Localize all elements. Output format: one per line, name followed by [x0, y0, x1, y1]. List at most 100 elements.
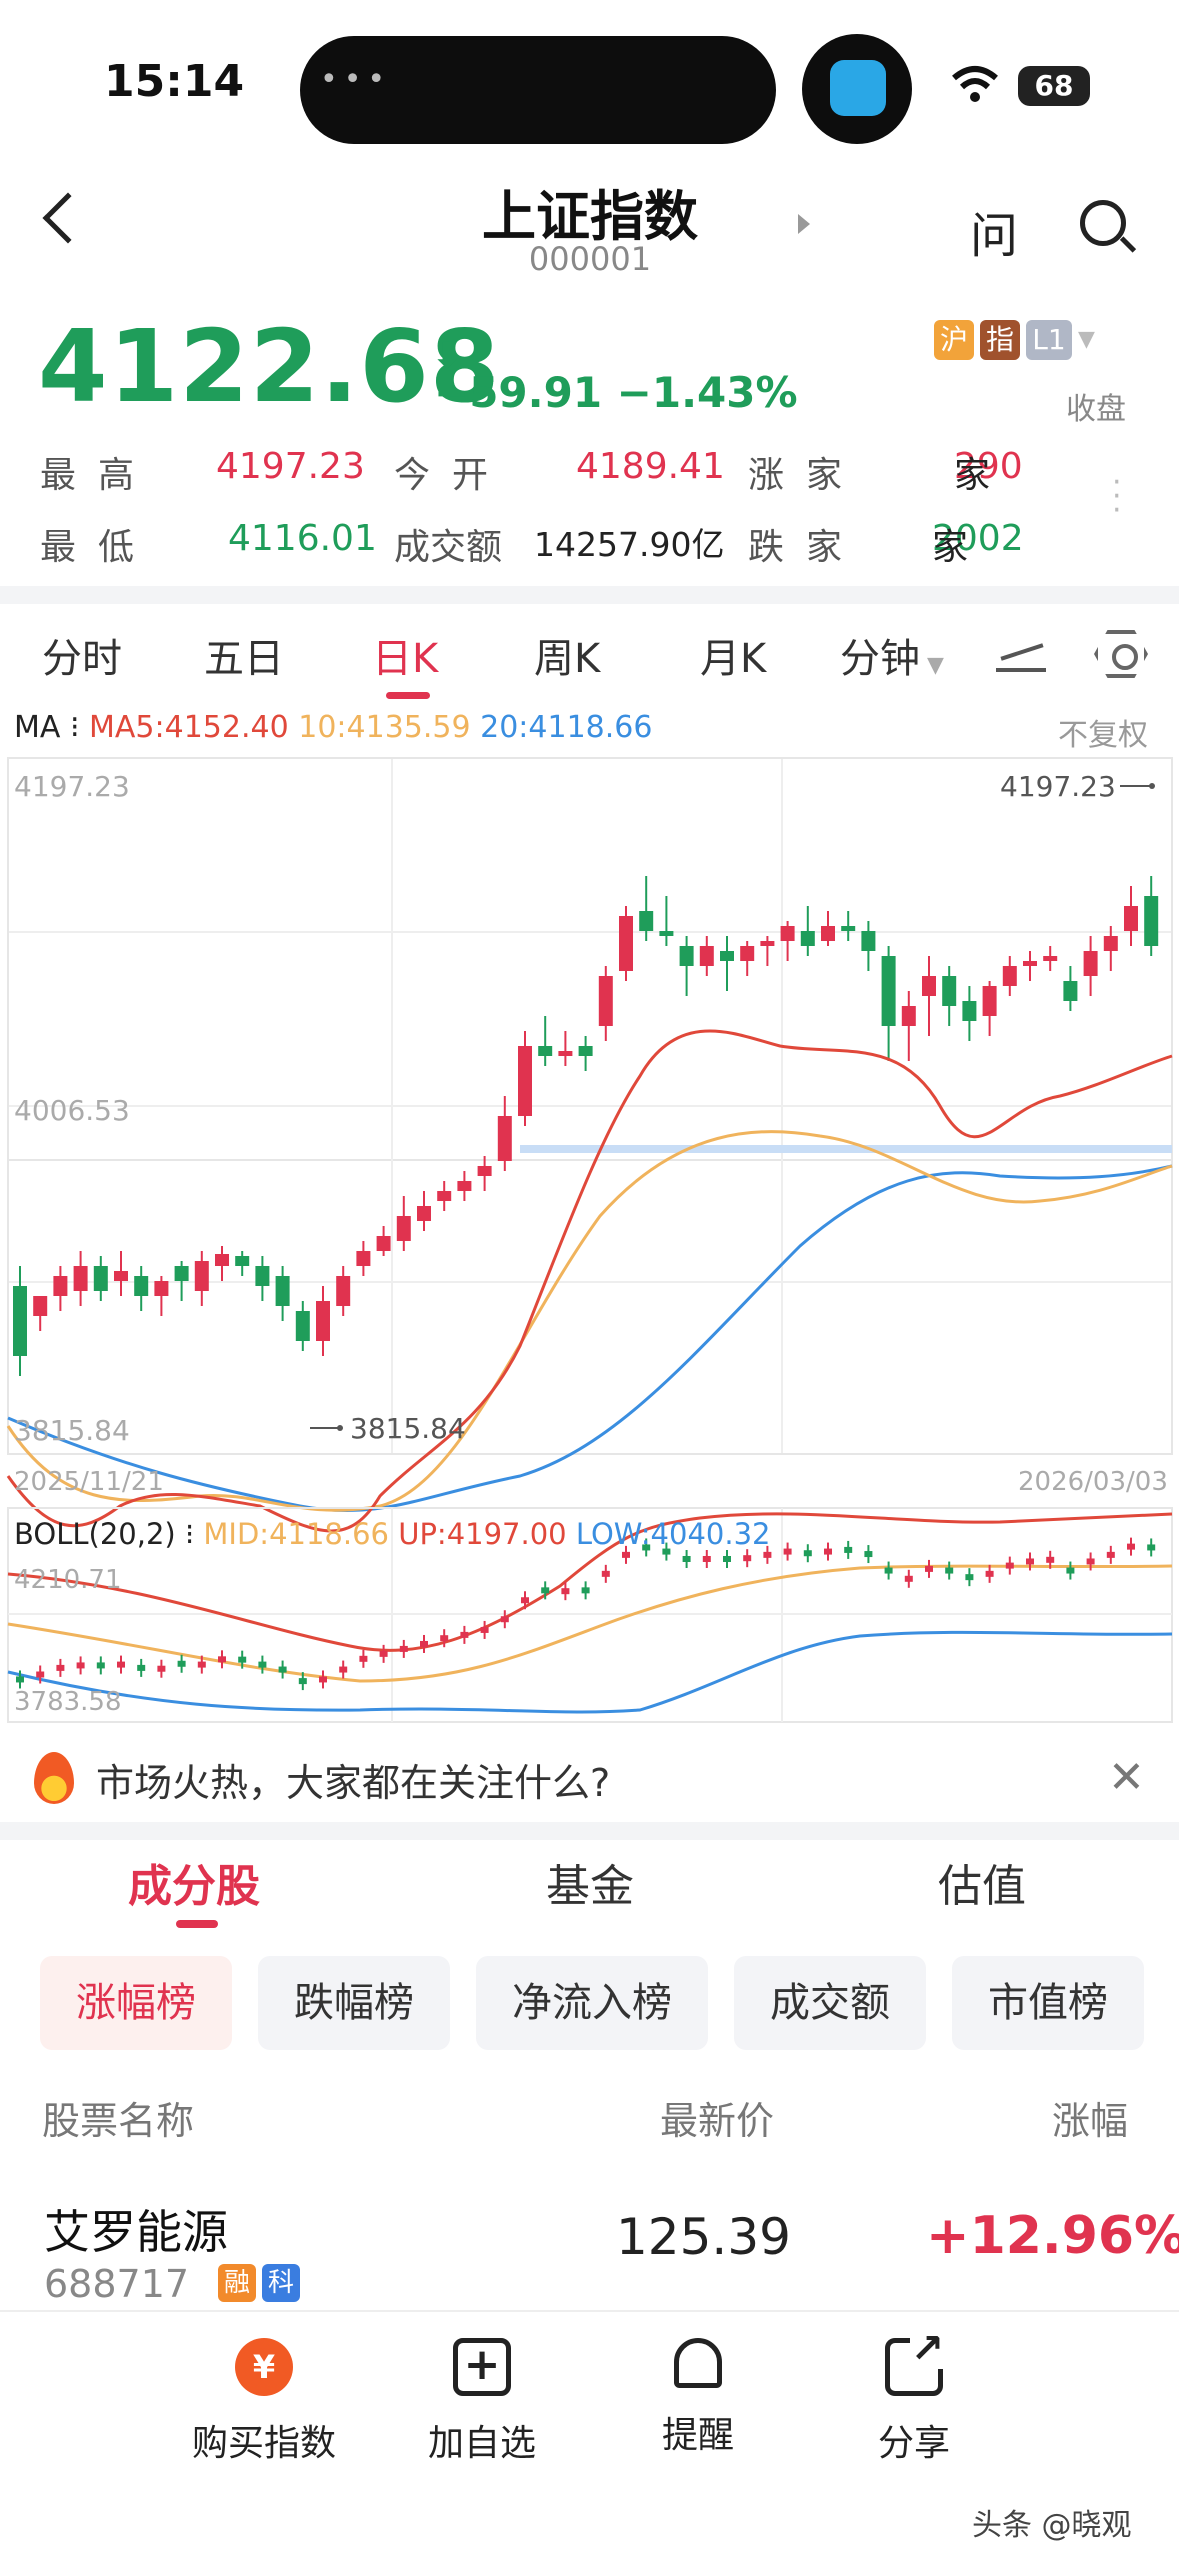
market-tags: 沪 指 L1 ▼: [934, 320, 1095, 360]
boll-gap: [567, 1517, 576, 1551]
close-icon[interactable]: ✕: [1108, 1752, 1145, 1803]
boll-candle-body: [238, 1656, 247, 1663]
boll-candle-body: [521, 1597, 529, 1604]
search-icon[interactable]: [1080, 200, 1126, 246]
more-vertical-icon[interactable]: · · ·: [1112, 465, 1122, 528]
col-header-price[interactable]: 最新价: [660, 2099, 775, 2143]
boll-menu: ⁝: [176, 1517, 204, 1551]
hot-banner-text[interactable]: 市场火热，大家都在关注什么?: [96, 1761, 611, 1805]
chevron-right-icon[interactable]: [798, 214, 810, 234]
col-header-change[interactable]: 涨幅: [1052, 2099, 1129, 2143]
boll-candle-body: [783, 1548, 792, 1555]
boll-low: LOW:4040.32: [576, 1517, 771, 1551]
stock-change: +12.96%: [926, 2206, 1179, 2266]
dynamic-island: [300, 36, 776, 144]
chevron-down-icon[interactable]: ▼: [1078, 327, 1095, 352]
high-label: 最高: [40, 455, 157, 496]
date-start: 2025/11/21: [14, 1467, 164, 1497]
tab-daily-k[interactable]: 日K: [372, 636, 439, 682]
kline-chart[interactable]: 4197.23 4006.53 3815.84 4197.23 3815.84 …: [0, 706, 1179, 1726]
tab-constituents[interactable]: 成分股: [128, 1861, 260, 1912]
adjust-mode[interactable]: 不复权: [1058, 718, 1148, 753]
chip-gainers[interactable]: 涨幅榜: [40, 1956, 232, 2050]
section-divider: [0, 586, 1179, 604]
candle-body: [1083, 951, 1098, 976]
low-value: 4116.01: [228, 518, 377, 559]
boll-candle-body: [824, 1548, 832, 1555]
ask-button[interactable]: 问: [970, 208, 1019, 264]
candle-body: [598, 976, 613, 1026]
tag-level[interactable]: L1: [1026, 320, 1072, 360]
settings-icon[interactable]: [1094, 630, 1148, 678]
col-header-name: 股票名称: [42, 2099, 195, 2143]
tab-valuation[interactable]: 估值: [938, 1861, 1026, 1912]
candle-body: [639, 911, 654, 931]
alert-button[interactable]: 提醒: [598, 2338, 798, 2458]
boll-candle-body: [541, 1587, 550, 1594]
down-count-unit: 家: [932, 527, 969, 568]
candle-body: [93, 1266, 108, 1291]
boll-lines-group: [7, 1512, 1173, 1714]
open-label: 今开: [394, 455, 511, 496]
candle-body: [821, 926, 835, 941]
tab-funds[interactable]: 基金: [546, 1861, 634, 1912]
buy-index-button[interactable]: ¥ 购买指数: [164, 2338, 364, 2466]
boll-candle-body: [884, 1567, 893, 1574]
boll-candle-body: [985, 1570, 994, 1577]
boll-candle-body: [702, 1556, 711, 1562]
candle-body: [699, 946, 714, 966]
boll-candle-body: [177, 1660, 186, 1667]
share-button[interactable]: 分享: [814, 2329, 1014, 2466]
tab-intraday[interactable]: 分时: [42, 636, 122, 682]
chip-net-inflow[interactable]: 净流入榜: [476, 1956, 708, 2050]
tab-monthly-k[interactable]: 月K: [700, 636, 767, 682]
candle-body: [1103, 936, 1118, 951]
tab-weekly-k[interactable]: 周K: [534, 636, 601, 682]
last-price: 4122.68: [38, 308, 501, 425]
y-axis-bottom: 3815.84: [14, 1414, 130, 1447]
boll-candle-body: [1066, 1567, 1075, 1574]
candle-body: [497, 1116, 512, 1161]
add-favorite-icon: [453, 2338, 511, 2396]
add-favorite-button[interactable]: 加自选: [382, 2338, 582, 2466]
chip-turnover[interactable]: 成交额: [734, 1956, 926, 2050]
candle-body: [134, 1276, 149, 1296]
candle-body: [740, 946, 755, 961]
boll-candle-body: [622, 1551, 630, 1558]
candle-body: [215, 1254, 229, 1266]
candle-body: [1144, 896, 1159, 946]
bottom-action-bar: [0, 2310, 1179, 2556]
back-icon[interactable]: [42, 192, 94, 244]
date-end: 2026/03/03: [1018, 1467, 1168, 1497]
boll-candle-body: [319, 1676, 327, 1683]
high-value: 4197.23: [216, 446, 365, 487]
stock-name[interactable]: 艾罗能源: [44, 2205, 228, 2259]
page-title: 上证指数: [482, 185, 698, 248]
boll-candle-body: [601, 1570, 610, 1577]
flame-icon: [34, 1752, 74, 1804]
boll-label: BOLL(20,2): [14, 1517, 176, 1551]
ma-legend[interactable]: MA ⁝ MA5:4152.40 10:4135.59 20:4118.66: [14, 710, 652, 745]
island-dots-icon: •••: [320, 62, 392, 97]
boll-candle-body: [1005, 1562, 1014, 1569]
chip-losers[interactable]: 跌幅榜: [258, 1956, 450, 2050]
status-time: 15:14: [104, 56, 245, 107]
tab-five-day[interactable]: 五日: [204, 636, 284, 682]
boll-candle-body: [642, 1544, 651, 1551]
chevron-down-icon: ▼: [920, 653, 944, 678]
up-count-unit: 家: [954, 455, 991, 496]
chip-market-cap[interactable]: 市值榜: [952, 1956, 1144, 2050]
candle-body: [760, 941, 775, 946]
draw-line-icon[interactable]: [996, 636, 1046, 672]
open-value: 4189.41: [576, 446, 725, 487]
candle-body: [13, 1286, 27, 1356]
candle-body: [800, 931, 815, 946]
buy-index-label: 购买指数: [191, 2423, 336, 2464]
change-percent: −1.43%: [616, 368, 798, 417]
ma20-line: [7, 1164, 1173, 1513]
tab-minute[interactable]: 分钟 ▼: [840, 626, 944, 684]
share-icon: [885, 2329, 944, 2396]
candle-body: [1002, 966, 1017, 986]
candle-body: [780, 926, 795, 941]
boll-candle-body: [359, 1655, 368, 1662]
